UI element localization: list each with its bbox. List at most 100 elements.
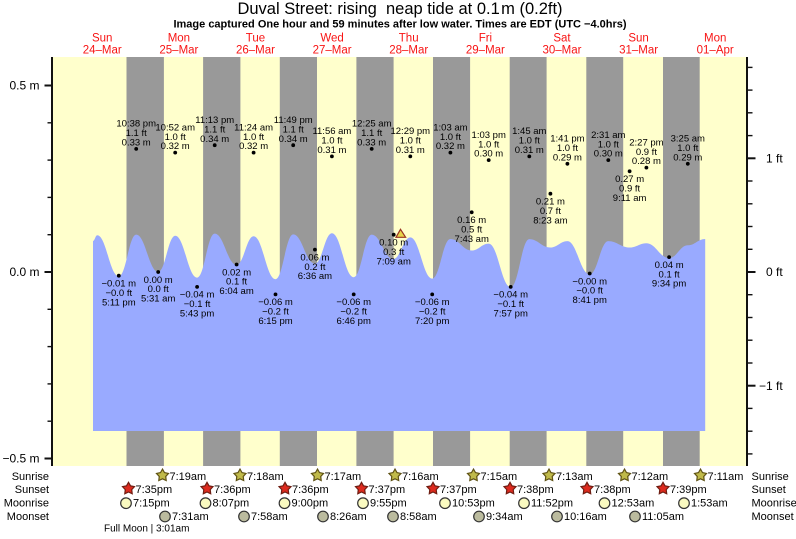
svg-text:1:53am: 1:53am <box>691 498 728 510</box>
svg-text:1.0 ft: 1.0 ft <box>321 136 342 147</box>
svg-text:0.34 m: 0.34 m <box>200 134 229 145</box>
svg-text:28–Mar: 28–Mar <box>389 45 428 57</box>
svg-text:0.30 m: 0.30 m <box>594 149 623 160</box>
svg-text:10:52 am: 10:52 am <box>155 122 195 133</box>
svg-text:Mon: Mon <box>168 33 190 45</box>
svg-text:0.31 m: 0.31 m <box>317 145 346 156</box>
svg-text:Moonset: Moonset <box>752 511 794 523</box>
svg-text:Mon: Mon <box>704 33 726 45</box>
svg-text:7:17am: 7:17am <box>325 471 362 483</box>
svg-text:5:11 pm: 5:11 pm <box>102 297 136 308</box>
svg-text:7:36pm: 7:36pm <box>292 484 329 496</box>
svg-text:−0.2 ft: −0.2 ft <box>262 307 289 318</box>
svg-text:Moonrise: Moonrise <box>4 498 49 510</box>
svg-text:29–Mar: 29–Mar <box>466 45 505 57</box>
svg-text:7:58am: 7:58am <box>251 511 288 523</box>
svg-text:0.00 m: 0.00 m <box>144 275 173 286</box>
svg-text:−0.06 m: −0.06 m <box>336 297 371 308</box>
svg-text:Duval Street: rising neap tid: Duval Street: rising neap tide at 0.1 m … <box>237 0 562 18</box>
svg-text:0.31 m: 0.31 m <box>396 145 425 156</box>
svg-text:−0.2 ft: −0.2 ft <box>419 307 446 318</box>
svg-text:−0.00 m: −0.00 m <box>572 276 607 287</box>
svg-text:3:25 am: 3:25 am <box>671 134 705 145</box>
svg-text:Sun: Sun <box>628 33 648 45</box>
svg-text:−0.1 ft: −0.1 ft <box>184 299 211 310</box>
svg-text:9:00pm: 9:00pm <box>292 498 329 510</box>
svg-text:0.1 ft: 0.1 ft <box>226 277 247 288</box>
svg-text:Wed: Wed <box>320 33 343 45</box>
svg-text:5:43 pm: 5:43 pm <box>180 309 214 320</box>
svg-text:Sunset: Sunset <box>752 484 786 496</box>
svg-text:−0.06 m: −0.06 m <box>415 297 450 308</box>
svg-text:0.29 m: 0.29 m <box>553 152 582 163</box>
svg-text:5:31 am: 5:31 am <box>141 294 175 305</box>
svg-text:Full Moon | 3:01am: Full Moon | 3:01am <box>104 524 189 535</box>
svg-text:7:15pm: 7:15pm <box>133 498 170 510</box>
svg-text:0.9 ft: 0.9 ft <box>636 147 657 158</box>
svg-text:0.16 m: 0.16 m <box>457 215 486 226</box>
svg-text:7:09 am: 7:09 am <box>377 256 411 267</box>
svg-text:1.1 ft: 1.1 ft <box>361 128 382 139</box>
svg-text:9:55pm: 9:55pm <box>370 498 407 510</box>
svg-text:Sunrise: Sunrise <box>12 471 49 483</box>
svg-text:0.31 m: 0.31 m <box>515 145 544 156</box>
svg-text:7:57 pm: 7:57 pm <box>494 309 528 320</box>
svg-text:8:23 am: 8:23 am <box>533 215 567 226</box>
svg-text:Fri: Fri <box>479 33 492 45</box>
svg-text:Sunset: Sunset <box>15 484 49 496</box>
svg-text:1.0 ft: 1.0 ft <box>478 139 499 150</box>
svg-text:Image captured One hour and 59: Image captured One hour and 59 minutes a… <box>173 19 626 31</box>
svg-text:7:38pm: 7:38pm <box>594 484 631 496</box>
svg-text:11:49 pm: 11:49 pm <box>274 115 313 126</box>
svg-text:7:36pm: 7:36pm <box>214 484 251 496</box>
svg-text:1:45 am: 1:45 am <box>512 126 546 137</box>
svg-text:0.0 ft: 0.0 ft <box>148 284 169 295</box>
svg-text:−0.04 m: −0.04 m <box>493 290 528 301</box>
svg-text:1.0 ft: 1.0 ft <box>519 136 540 147</box>
svg-text:0 ft: 0 ft <box>766 265 783 279</box>
svg-text:2:31 am: 2:31 am <box>591 130 625 141</box>
svg-text:0.06 m: 0.06 m <box>300 252 329 263</box>
svg-text:−1 ft: −1 ft <box>759 379 783 393</box>
svg-text:8:58am: 8:58am <box>400 511 437 523</box>
svg-text:0.34 m: 0.34 m <box>279 134 308 145</box>
svg-text:Sat: Sat <box>553 33 571 45</box>
svg-text:9:34 pm: 9:34 pm <box>652 279 686 290</box>
svg-text:0.21 m: 0.21 m <box>536 197 565 208</box>
svg-text:10:16am: 10:16am <box>564 511 607 523</box>
svg-text:7:31am: 7:31am <box>172 511 209 523</box>
svg-text:Moonrise: Moonrise <box>752 498 796 510</box>
svg-text:−0.5 m: −0.5 m <box>2 452 39 466</box>
svg-text:0.33 m: 0.33 m <box>122 138 151 149</box>
svg-text:7:19am: 7:19am <box>170 471 207 483</box>
svg-text:−0.0 ft: −0.0 ft <box>105 288 132 299</box>
svg-text:6:04 am: 6:04 am <box>219 286 253 297</box>
svg-text:0.32 m: 0.32 m <box>161 141 190 152</box>
svg-text:9:11 am: 9:11 am <box>613 193 647 204</box>
svg-text:0.5 m: 0.5 m <box>9 79 39 93</box>
svg-text:0.10 m: 0.10 m <box>379 238 408 249</box>
svg-text:−0.0 ft: −0.0 ft <box>576 286 603 297</box>
svg-text:−0.1 ft: −0.1 ft <box>497 299 524 310</box>
svg-text:11:24 am: 11:24 am <box>234 122 273 133</box>
svg-text:0.32 m: 0.32 m <box>239 141 268 152</box>
svg-text:−0.04 m: −0.04 m <box>180 290 215 301</box>
svg-text:1.0 ft: 1.0 ft <box>598 139 619 150</box>
svg-text:0.04 m: 0.04 m <box>655 260 684 271</box>
svg-text:1.0 ft: 1.0 ft <box>243 132 264 143</box>
svg-text:0.3 ft: 0.3 ft <box>383 247 404 258</box>
svg-text:7:11am: 7:11am <box>708 471 744 483</box>
svg-text:01–Apr: 01–Apr <box>697 45 734 57</box>
svg-text:0.5 ft: 0.5 ft <box>461 225 482 236</box>
svg-text:11:13 pm: 11:13 pm <box>195 115 234 126</box>
svg-text:0.33 m: 0.33 m <box>357 138 386 149</box>
svg-text:1.0 ft: 1.0 ft <box>440 132 461 143</box>
svg-text:0.1 ft: 0.1 ft <box>659 269 680 280</box>
svg-text:7:43 am: 7:43 am <box>455 234 489 245</box>
svg-text:1:03 am: 1:03 am <box>433 122 467 133</box>
svg-text:12:29 pm: 12:29 pm <box>390 126 430 137</box>
svg-text:7:15am: 7:15am <box>481 471 518 483</box>
svg-text:1.0 ft: 1.0 ft <box>165 132 186 143</box>
svg-text:30–Mar: 30–Mar <box>543 45 582 57</box>
svg-text:27–Mar: 27–Mar <box>313 45 352 57</box>
